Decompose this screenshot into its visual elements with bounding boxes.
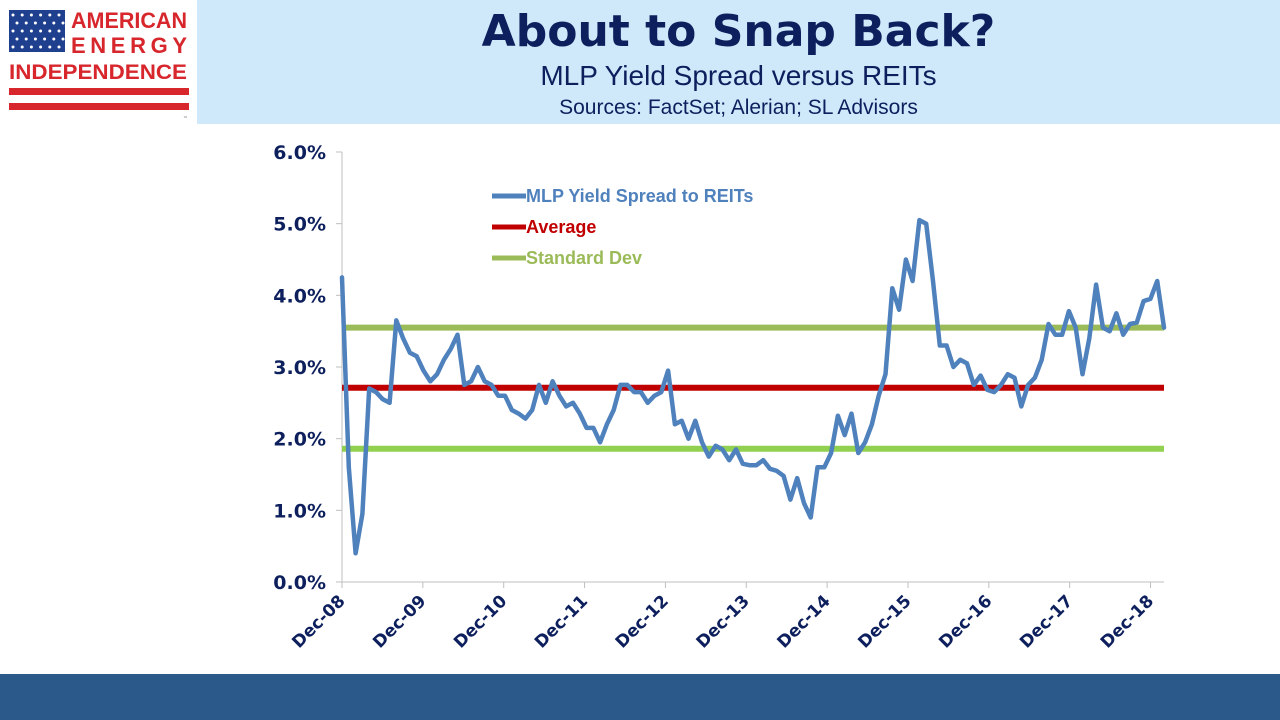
x-tick-label: Dec-09 [369,591,430,652]
logo-star [39,45,43,49]
logo-star [33,21,37,25]
chart-axes: 0.0% 1.0% 2.0% 3.0% 4.0% 5.0% 6.0% Dec-08 Dec-09… [273,142,1164,653]
logo-star [24,21,28,25]
logo-star [48,45,52,49]
footer-bar [0,674,1280,720]
header-banner: AMERICAN ENERGY INDEPENDENCE ™ About to … [0,0,1280,124]
logo-star [39,29,43,33]
x-tick-label: Dec-13 [693,591,754,652]
logo-star [61,21,65,25]
logo-star [43,21,47,25]
logo-star [15,37,19,41]
x-tick-label: Dec-11 [531,591,592,652]
logo-star [61,37,65,41]
y-tick-label: 2.0% [273,429,326,451]
spread-line [339,217,1167,556]
logo-star [29,45,33,49]
logo-star [20,45,24,49]
logo-stars [11,13,65,49]
page-title: About to Snap Back? [481,6,996,57]
y-tick-label: 3.0% [273,357,326,379]
logo-star [52,21,56,25]
x-tick-label: Dec-10 [450,591,511,652]
y-tick-label: 4.0% [273,285,326,307]
american-energy-independence-logo: AMERICAN ENERGY INDEPENDENCE ™ [9,8,189,122]
x-tick-label: Dec-08 [288,591,349,652]
x-tick-label: Dec-14 [774,591,835,652]
logo-line-3: INDEPENDENCE [9,61,187,84]
logo-star [57,13,61,17]
chart-legend: MLP Yield Spread to REITs Average Standard… [492,186,753,268]
logo-star [43,37,47,41]
logo: AMERICAN ENERGY INDEPENDENCE ™ [0,0,197,124]
logo-star [15,21,19,25]
logo-trademark: ™ [183,116,188,122]
logo-star [57,45,61,49]
logo-star [11,13,15,17]
logo-stripe-1 [9,88,189,95]
logo-star [29,29,33,33]
legend-label: MLP Yield Spread to REITs [526,186,753,206]
yield-spread-chart: 0.0% 1.0% 2.0% 3.0% 4.0% 5.0% 6.0% Dec-08 Dec-09… [273,142,1167,653]
x-tick-label: Dec-15 [854,591,915,652]
sources-note: Sources: FactSet; Alerian; SL Advisors [559,96,918,119]
logo-star [52,37,56,41]
legend-label: Standard Dev [526,248,642,268]
logo-star [57,29,61,33]
x-tick-label: Dec-16 [935,591,996,652]
page-subtitle: MLP Yield Spread versus REITs [540,60,937,91]
logo-star [48,29,52,33]
y-tick-label: 6.0% [273,142,326,164]
chart-series [339,217,1167,556]
y-tick-label: 5.0% [273,214,326,236]
logo-star [11,45,15,49]
x-tick-label: Dec-18 [1097,591,1158,652]
y-tick-label: 0.0% [273,572,326,594]
logo-flag-field [9,10,65,52]
logo-star [48,13,52,17]
x-tick-label: Dec-17 [1016,591,1077,652]
logo-star [11,29,15,33]
y-tick-label: 1.0% [273,500,326,522]
logo-star [24,37,28,41]
logo-stripe-2 [9,103,189,110]
logo-line-2: ENERGY [71,33,187,58]
legend-label: Average [526,217,596,237]
logo-star [33,37,37,41]
x-tick-label: Dec-12 [612,591,673,652]
logo-star [39,13,43,17]
logo-star [20,29,24,33]
logo-star [29,13,33,17]
logo-star [20,13,24,17]
logo-line-1: AMERICAN [71,8,187,33]
